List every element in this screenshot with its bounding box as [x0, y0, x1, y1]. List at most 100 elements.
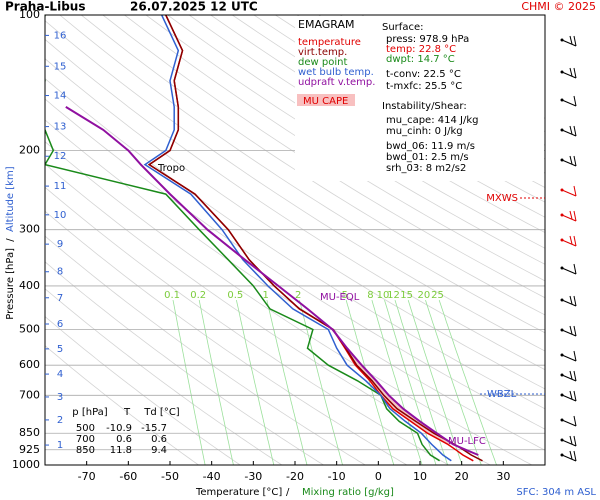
barb-feather [573, 263, 577, 275]
table-header: p [hPa] [72, 407, 107, 418]
altitude-label: 4 [57, 369, 63, 380]
barb-feather [569, 210, 573, 220]
x-tick-label: 20 [455, 470, 469, 483]
wind-barb [560, 263, 577, 275]
barb-dot [560, 328, 564, 332]
x-axis-label: Temperature [°C] [195, 487, 282, 498]
barb-dot [560, 98, 564, 102]
info-line: t-mxfc: 25.5 °C [386, 81, 462, 92]
info-line: temp: 22.8 °C [386, 44, 456, 55]
barb-feather [573, 370, 577, 382]
mixing-ratio-line [425, 299, 482, 465]
mixing-ratio-line [172, 300, 206, 465]
barb-staff [561, 39, 577, 47]
x-tick-label: 0 [375, 470, 382, 483]
barb-feather [573, 350, 577, 362]
y-tick-label: 500 [19, 323, 40, 336]
cape-legend-swatch [297, 94, 355, 106]
mixing-ratio-label: 0.1 [164, 290, 180, 301]
dry-adiabat [45, 78, 545, 410]
y-tick-label: 400 [19, 279, 40, 292]
mixing-ratio-label: 1 [262, 290, 268, 301]
cape-legend-label: MU CAPE [303, 96, 348, 107]
info-line: srh_03: 8 m2/s2 [386, 163, 466, 174]
wind-barb [560, 35, 577, 47]
legend-entry: wet bulb temp. [298, 67, 374, 78]
barb-staff [561, 159, 577, 167]
barb-staff [561, 354, 577, 362]
info-line: bwd_06: 11.9 m/s [386, 141, 475, 152]
dry-adiabat [210, 15, 545, 218]
mixing-ratio-label: 5 [342, 290, 348, 301]
wind-barb [560, 210, 577, 222]
barb-feather [569, 390, 573, 400]
barb-dot [560, 158, 564, 162]
annotation: MU-EQL [320, 292, 360, 303]
wind-barb [560, 67, 577, 79]
dry-adiabat [167, 15, 545, 249]
dry-adiabat [59, 15, 545, 334]
legend-entry: dew point [298, 57, 347, 68]
mixing-ratio-line [394, 299, 449, 465]
x-axis-label-2: Mixing ratio [g/kg] [302, 487, 394, 498]
altitude-label: 12 [54, 151, 67, 162]
barb-feather [573, 435, 577, 447]
barb-feather [573, 450, 577, 462]
table-cell: 500 [76, 423, 95, 434]
profile-line [45, 15, 440, 462]
wind-barb [560, 435, 577, 447]
barb-feather [569, 67, 573, 77]
barb-feather [573, 235, 577, 247]
altitude-label: 5 [57, 344, 63, 355]
x-tick-label: 30 [496, 470, 510, 483]
y-tick-label: 200 [19, 143, 40, 156]
y-axis-label-2: Altitude [km] [5, 166, 16, 232]
barb-dot [560, 238, 564, 242]
info-line: t-conv: 22.5 °C [386, 69, 461, 80]
wind-barb [560, 235, 577, 247]
barb-dot [560, 70, 564, 74]
table-cell: 9.4 [151, 445, 167, 456]
table-header: Td [°C] [143, 407, 180, 418]
barb-staff [561, 394, 577, 402]
altitude-label: 16 [54, 30, 67, 41]
altitude-label: 11 [54, 181, 67, 192]
table-cell: 850 [76, 445, 95, 456]
y-tick-label: 300 [19, 223, 40, 236]
barb-feather [569, 370, 573, 380]
dry-adiabat [81, 15, 545, 316]
table-cell: 0.6 [151, 434, 167, 445]
info-line: mu_cinh: 0 J/kg [386, 126, 463, 137]
barb-dot [560, 418, 564, 422]
mixing-ratio-label: 25 [431, 290, 444, 301]
barb-feather [573, 390, 577, 402]
plot-frame [44, 14, 546, 466]
y-axis-label: Pressure [hPa] [5, 248, 16, 320]
barb-dot [560, 373, 564, 377]
barb-feather [573, 185, 577, 197]
altitude-label: 6 [57, 319, 63, 330]
surface-note: SFC: 304 m ASL [516, 487, 596, 498]
wind-barb [560, 350, 577, 362]
annotation: MXWS [486, 193, 518, 204]
mixing-ratio-label: 0.5 [227, 290, 243, 301]
y-tick-label: 600 [19, 358, 40, 371]
credit: CHMI © 2025 [521, 0, 596, 13]
dry-adiabat [102, 15, 545, 299]
dry-adiabat [124, 15, 545, 282]
barb-feather [573, 125, 577, 137]
x-tick-label: 10 [413, 470, 427, 483]
mixing-ratio-line [236, 300, 275, 465]
dry-adiabat [145, 15, 545, 265]
y-axis-label-separator: / [5, 238, 16, 242]
table-cell: 700 [76, 434, 95, 445]
barb-staff [561, 299, 577, 307]
barb-staff [561, 454, 577, 462]
barb-feather [573, 325, 577, 337]
x-tick-label: -40 [203, 470, 221, 483]
barb-dot [560, 188, 564, 192]
table-cell: -15.7 [141, 423, 167, 434]
dry-adiabat [45, 58, 545, 390]
barb-feather [573, 415, 577, 427]
